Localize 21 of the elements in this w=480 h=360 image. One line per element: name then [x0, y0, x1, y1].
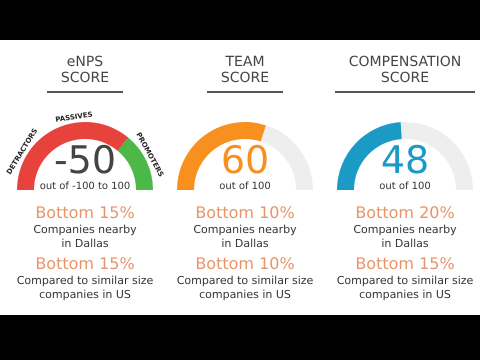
- text: Bottom 15%: [355, 254, 455, 273]
- text: 48: [380, 138, 430, 182]
- text: out of 100: [218, 181, 272, 192]
- text: Bottom 20%: [355, 203, 455, 222]
- text: Compared to similar size companies in US: [336, 274, 474, 302]
- text: 60: [220, 138, 270, 182]
- text: Bottom 15%: [35, 254, 135, 273]
- text: Bottom 15%: [35, 203, 135, 222]
- text: Bottom 10%: [195, 203, 295, 222]
- chart-title: TEAM SCORE: [206, 54, 284, 93]
- text: out of 100: [378, 181, 432, 192]
- text: Compared to similar size companies in US: [176, 274, 314, 302]
- text: Companies nearby in Dallas: [192, 223, 298, 251]
- text: Companies nearby in Dallas: [352, 223, 458, 251]
- text: Companies nearby in Dallas: [32, 223, 138, 251]
- chart-title: eNPS SCORE: [46, 54, 124, 93]
- text: -50: [54, 138, 116, 182]
- text: out of -100 to 100: [38, 181, 132, 192]
- text: Compared to similar size companies in US: [16, 274, 154, 302]
- text: Bottom 10%: [195, 254, 295, 273]
- chart-title: COMPENSATION SCORE: [334, 54, 476, 93]
